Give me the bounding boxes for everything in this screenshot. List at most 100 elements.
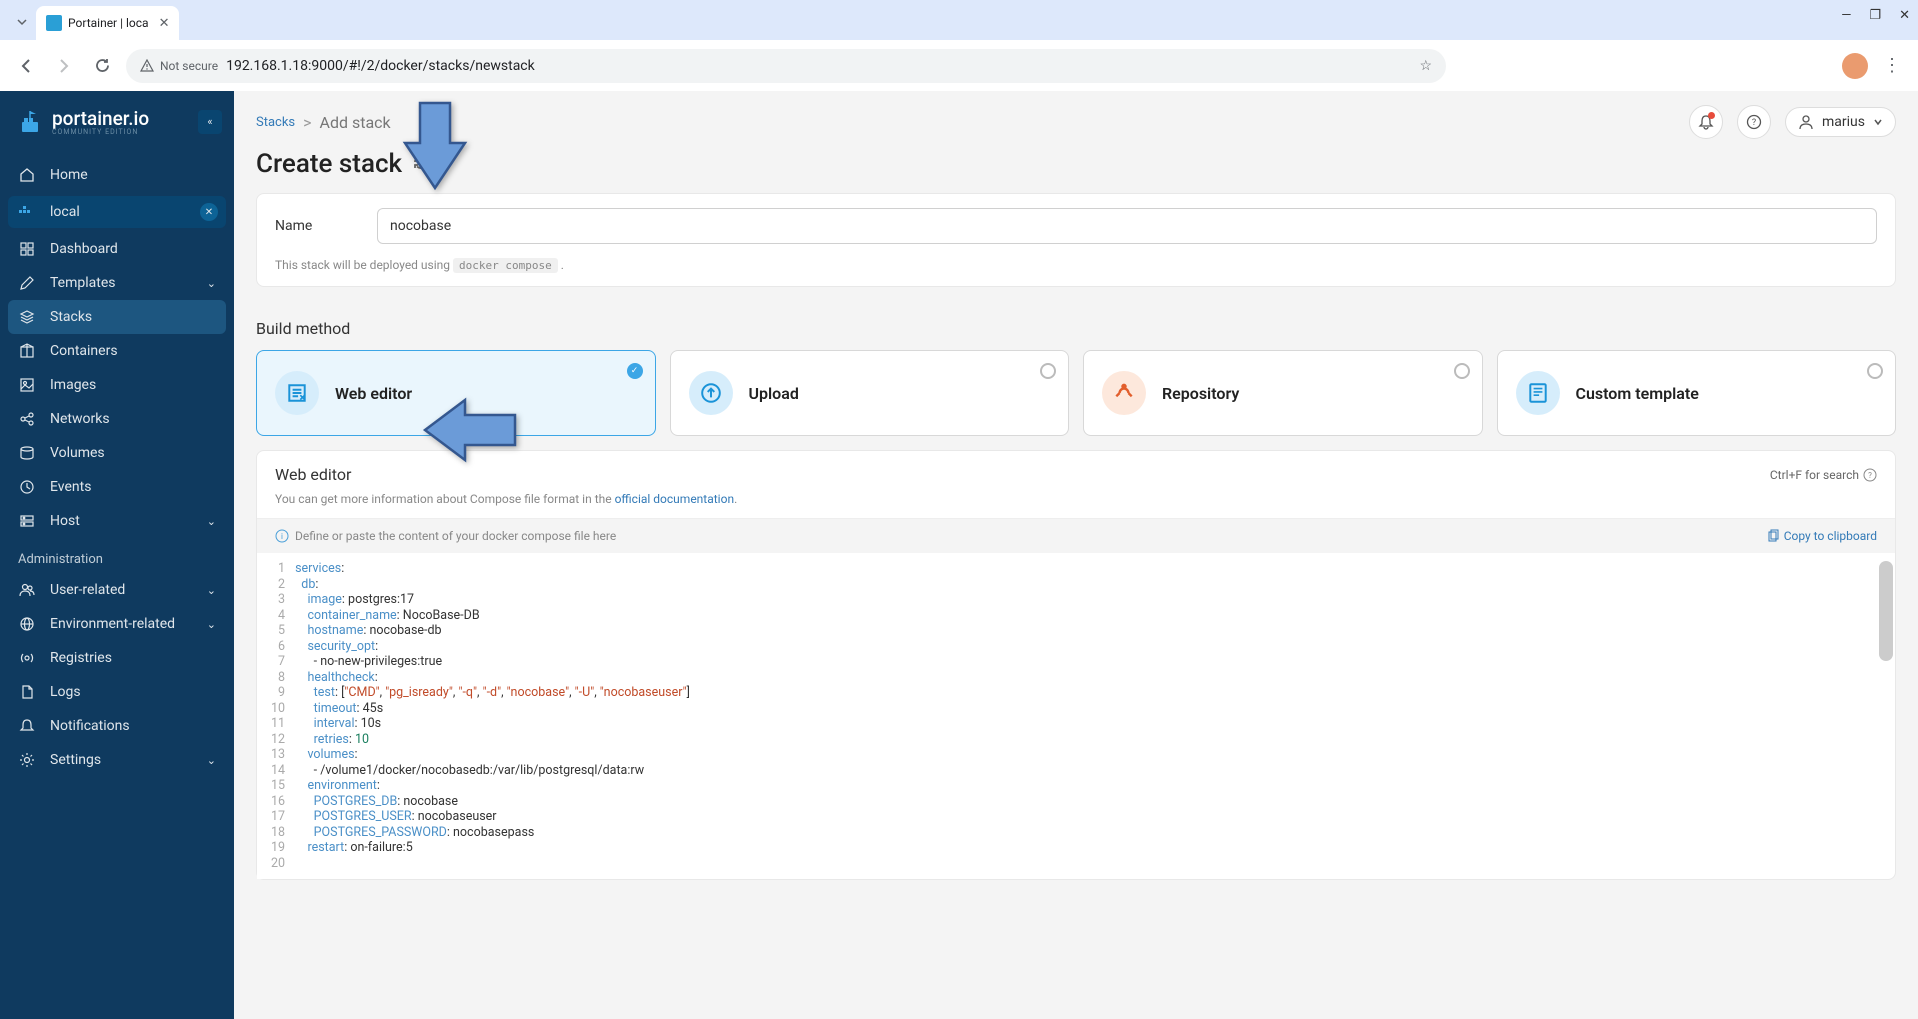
sidebar-item-dashboard[interactable]: Dashboard	[0, 232, 234, 266]
reload-button[interactable]	[88, 52, 116, 80]
user-menu[interactable]: marius	[1785, 107, 1896, 137]
nav-label: User-related	[50, 582, 125, 598]
browser-tab[interactable]: Portainer | loca ✕	[36, 6, 179, 40]
url-text: 192.168.1.18:9000/#!/2/docker/stacks/new…	[226, 58, 535, 74]
nav-label: Images	[50, 377, 96, 393]
sidebar-item-host[interactable]: Host⌄	[0, 504, 234, 538]
method-icon	[1516, 371, 1560, 415]
security-indicator[interactable]: Not secure	[140, 59, 218, 73]
main-content: Stacks > Add stack ? marius Create stac	[234, 91, 1918, 1019]
sidebar-item-registries[interactable]: Registries	[0, 641, 234, 675]
minimize-icon[interactable]: —	[1841, 8, 1851, 23]
nav-label: Events	[50, 479, 91, 495]
maximize-icon[interactable]: ❐	[1869, 8, 1881, 23]
env-close-icon[interactable]: ✕	[200, 203, 218, 221]
nav-label: Stacks	[50, 309, 92, 325]
user-icon	[1798, 114, 1814, 130]
bookmark-star-icon[interactable]: ☆	[1419, 58, 1432, 74]
portainer-logo-icon	[16, 108, 44, 136]
page-title: Create stack	[256, 149, 402, 179]
radio-icon	[1867, 363, 1883, 379]
docs-link[interactable]: official documentation	[615, 492, 735, 506]
image-icon	[18, 377, 36, 393]
sidebar-item-user-related[interactable]: User-related ⌄	[0, 573, 234, 607]
sidebar-item-settings[interactable]: Settings ⌄	[0, 743, 234, 777]
sidebar-item-networks[interactable]: Networks	[0, 402, 234, 436]
share-icon	[18, 411, 36, 427]
nav-label: Settings	[50, 752, 101, 768]
stack-name-input[interactable]	[377, 208, 1877, 244]
address-bar[interactable]: Not secure 192.168.1.18:9000/#!/2/docker…	[126, 49, 1446, 83]
logo-text: portainer.io	[52, 107, 149, 130]
help-icon: ?	[1746, 114, 1762, 130]
line-numbers: 1234567891011121314151617181920	[257, 553, 295, 879]
check-icon: ✓	[627, 363, 643, 379]
arrow-annotation-icon	[400, 98, 470, 198]
nav-label: Volumes	[50, 445, 105, 461]
help-button[interactable]: ?	[1737, 105, 1771, 139]
build-method-custom-template[interactable]: Custom template	[1497, 350, 1897, 436]
breadcrumb-root[interactable]: Stacks	[256, 115, 295, 130]
users-icon	[18, 582, 36, 598]
info-icon: i	[275, 529, 289, 543]
logo[interactable]: portainer.io COMMUNITY EDITION	[16, 107, 149, 136]
copy-to-clipboard-button[interactable]: Copy to clipboard	[1766, 529, 1877, 543]
layers-icon	[18, 309, 36, 325]
radio-icon	[1040, 363, 1056, 379]
notification-dot-icon	[1708, 112, 1715, 119]
help-icon[interactable]: ?	[1863, 468, 1877, 482]
file-icon	[18, 684, 36, 700]
build-method-upload[interactable]: Upload	[670, 350, 1070, 436]
notifications-button[interactable]	[1689, 105, 1723, 139]
sidebar-item-events[interactable]: Events	[0, 470, 234, 504]
chevron-down-icon: ⌄	[207, 754, 216, 767]
nav-label: Networks	[50, 411, 110, 427]
sidebar-item-containers[interactable]: Containers	[0, 334, 234, 368]
back-button[interactable]	[12, 52, 40, 80]
nav-label: Logs	[50, 684, 81, 700]
sidebar-environment[interactable]: local ✕	[8, 196, 226, 228]
close-window-icon[interactable]: ✕	[1899, 8, 1910, 23]
home-icon	[18, 167, 36, 183]
method-title: Repository	[1162, 384, 1239, 403]
editor-placeholder: Define or paste the content of your dock…	[295, 529, 616, 543]
sidebar-item-images[interactable]: Images	[0, 368, 234, 402]
tab-favicon-icon	[46, 15, 62, 31]
chevron-down-icon: ⌄	[207, 584, 216, 597]
user-name: marius	[1822, 114, 1865, 130]
nav-label: Registries	[50, 650, 112, 666]
browser-menu-icon[interactable]: ⋮	[1878, 55, 1906, 76]
method-title: Web editor	[335, 384, 412, 403]
sidebar-item-stacks[interactable]: Stacks	[8, 300, 226, 334]
server-icon	[18, 513, 36, 529]
sidebar-item-volumes[interactable]: Volumes	[0, 436, 234, 470]
sidebar-item-notifications[interactable]: Notifications	[0, 709, 234, 743]
globe-icon	[18, 616, 36, 632]
sidebar-item-templates[interactable]: Templates⌄	[0, 266, 234, 300]
tab-close-icon[interactable]: ✕	[159, 16, 170, 31]
sidebar-item-logs[interactable]: Logs	[0, 675, 234, 709]
name-label: Name	[275, 218, 377, 234]
box-icon	[18, 343, 36, 359]
breadcrumb-current: Add stack	[320, 113, 391, 132]
build-method-repository[interactable]: Repository	[1083, 350, 1483, 436]
editor-panel: Web editor Ctrl+F for search ? You can g…	[256, 450, 1896, 880]
sidebar-item-environment-related[interactable]: Environment-related⌄	[0, 607, 234, 641]
bell-icon	[18, 718, 36, 734]
deploy-note: This stack will be deployed using docker…	[257, 258, 1895, 286]
copy-icon	[1766, 529, 1780, 543]
radio-icon	[18, 650, 36, 666]
tab-dropdown-icon[interactable]	[8, 8, 36, 36]
code-editor[interactable]: 1234567891011121314151617181920 services…	[257, 553, 1895, 879]
sidebar-collapse-button[interactable]: «	[198, 110, 222, 134]
forward-button[interactable]	[50, 52, 78, 80]
not-secure-label: Not secure	[160, 59, 218, 73]
sidebar-item-home[interactable]: Home	[0, 158, 234, 192]
profile-avatar-icon[interactable]	[1842, 53, 1868, 79]
scrollbar-vertical[interactable]	[1879, 561, 1893, 661]
nav-label: Dashboard	[50, 241, 118, 257]
nav-label: Environment-related	[50, 616, 175, 632]
name-panel: Name This stack will be deployed using d…	[256, 193, 1896, 287]
code-content[interactable]: services: db: image: postgres:17 contain…	[295, 553, 1895, 879]
nav-label: Host	[50, 513, 80, 529]
